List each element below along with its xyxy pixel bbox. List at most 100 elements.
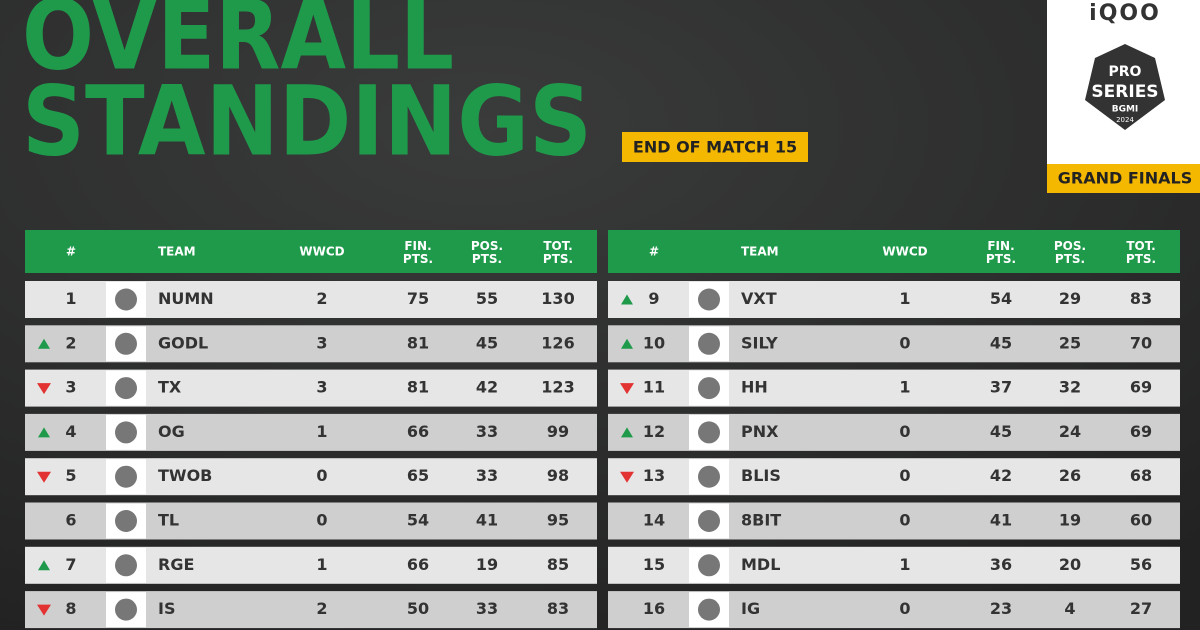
trend-down <box>620 383 634 395</box>
cell-rank: 12 <box>643 422 665 441</box>
trend-down <box>37 383 51 395</box>
cell-team: NUMN <box>158 289 214 308</box>
team-logo-mark <box>115 332 137 355</box>
cell-rank: 16 <box>643 599 665 618</box>
cell-tot: 27 <box>1130 599 1152 618</box>
team-logo-mark <box>115 465 137 488</box>
cell-fin: 54 <box>407 511 429 530</box>
cell-pos: 20 <box>1059 555 1081 574</box>
cell-fin: 75 <box>407 289 429 308</box>
stage-bg <box>1047 164 1200 193</box>
badge: END OF MATCH 15 <box>633 138 797 157</box>
cell-tot: 69 <box>1130 378 1152 397</box>
trend-up <box>621 338 633 349</box>
cell-rank: 4 <box>65 422 76 441</box>
trend-down <box>37 471 51 483</box>
cell-team: OG <box>158 422 185 441</box>
cell-fin: 41 <box>990 511 1012 530</box>
cell-pos: 29 <box>1059 289 1081 308</box>
cell-tot: 68 <box>1130 466 1152 485</box>
column-header: POS. PTS. <box>1054 239 1086 266</box>
cell-tot: 56 <box>1130 555 1152 574</box>
cell-rank: 5 <box>65 466 76 485</box>
cell-pos: 45 <box>476 333 498 352</box>
cell-pos: 19 <box>476 555 498 574</box>
team-logo-mark <box>698 332 720 355</box>
cell-team: TX <box>158 378 182 397</box>
cell-fin: 65 <box>407 466 429 485</box>
cell-pos: 41 <box>476 511 498 530</box>
title-line: OVERALL <box>22 0 454 91</box>
cell-tot: 60 <box>1130 511 1152 530</box>
cell-tot: 123 <box>541 378 574 397</box>
cell-rank: 3 <box>65 378 76 397</box>
header-row <box>25 230 597 273</box>
cell-fin: 50 <box>407 599 429 618</box>
cell-rank: 14 <box>643 511 665 530</box>
trend-up <box>38 427 50 438</box>
cell-rank: 11 <box>643 378 665 397</box>
cell-rank: 13 <box>643 466 665 485</box>
sponsor: iQOO <box>1089 1 1161 26</box>
cell-rank: 1 <box>65 289 76 308</box>
cell-wwcd: 0 <box>316 466 327 485</box>
logo-text: 2024 <box>1116 116 1134 124</box>
cell-tot: 130 <box>541 289 574 308</box>
cell-tot: 69 <box>1130 422 1152 441</box>
cell-wwcd: 1 <box>316 555 327 574</box>
team-logo-mark <box>698 510 720 532</box>
cell-wwcd: 1 <box>899 378 910 397</box>
cell-pos: 4 <box>1064 599 1075 618</box>
logo-text: SERIES <box>1091 82 1158 102</box>
team-logo-mark <box>115 598 137 621</box>
cell-rank: 6 <box>65 511 76 530</box>
cell-team: 8BIT <box>741 511 781 530</box>
cell-wwcd: 3 <box>316 378 327 397</box>
cell-wwcd: 3 <box>316 333 327 352</box>
cell-fin: 23 <box>990 599 1012 618</box>
cell-pos: 42 <box>476 378 498 397</box>
cell-tot: 83 <box>547 599 569 618</box>
cell-wwcd: 0 <box>899 511 910 530</box>
logo-text: BGMI <box>1112 105 1139 115</box>
cell-fin: 45 <box>990 422 1012 441</box>
cell-wwcd: 0 <box>899 599 910 618</box>
cell-tot: 99 <box>547 422 569 441</box>
cell-team: GODL <box>158 333 208 352</box>
cell-rank: 7 <box>65 555 76 574</box>
cell-team: HH <box>741 378 768 397</box>
column-header: TEAM <box>741 245 779 259</box>
cell-rank: 10 <box>643 333 665 352</box>
column-header: POS. PTS. <box>471 239 503 266</box>
column-header: # <box>66 245 76 259</box>
cell-wwcd: 0 <box>899 466 910 485</box>
cell-pos: 33 <box>476 466 498 485</box>
cell-rank: 9 <box>648 289 659 308</box>
team-logo-mark <box>698 554 720 577</box>
cell-wwcd: 1 <box>316 422 327 441</box>
team-logo-mark <box>698 421 720 444</box>
cell-team: BLIS <box>741 466 781 485</box>
cell-team: TL <box>158 511 179 530</box>
cell-pos: 25 <box>1059 333 1081 352</box>
team-logo-mark <box>115 554 137 577</box>
cell-rank: 15 <box>643 555 665 574</box>
cell-fin: 81 <box>407 333 429 352</box>
cell-tot: 85 <box>547 555 569 574</box>
cell-fin: 36 <box>990 555 1012 574</box>
cell-team: MDL <box>741 555 780 574</box>
cell-pos: 33 <box>476 422 498 441</box>
cell-wwcd: 1 <box>899 289 910 308</box>
cell-team: TWOB <box>158 466 212 485</box>
logo-text: PRO <box>1109 64 1142 80</box>
cell-rank: 2 <box>65 333 76 352</box>
cell-pos: 33 <box>476 599 498 618</box>
cell-tot: 95 <box>547 511 569 530</box>
cell-fin: 81 <box>407 378 429 397</box>
trend-up <box>621 294 633 305</box>
cell-team: IS <box>158 599 175 618</box>
cell-wwcd: 2 <box>316 599 327 618</box>
trend-up <box>38 560 50 571</box>
cell-team: IG <box>741 599 760 618</box>
